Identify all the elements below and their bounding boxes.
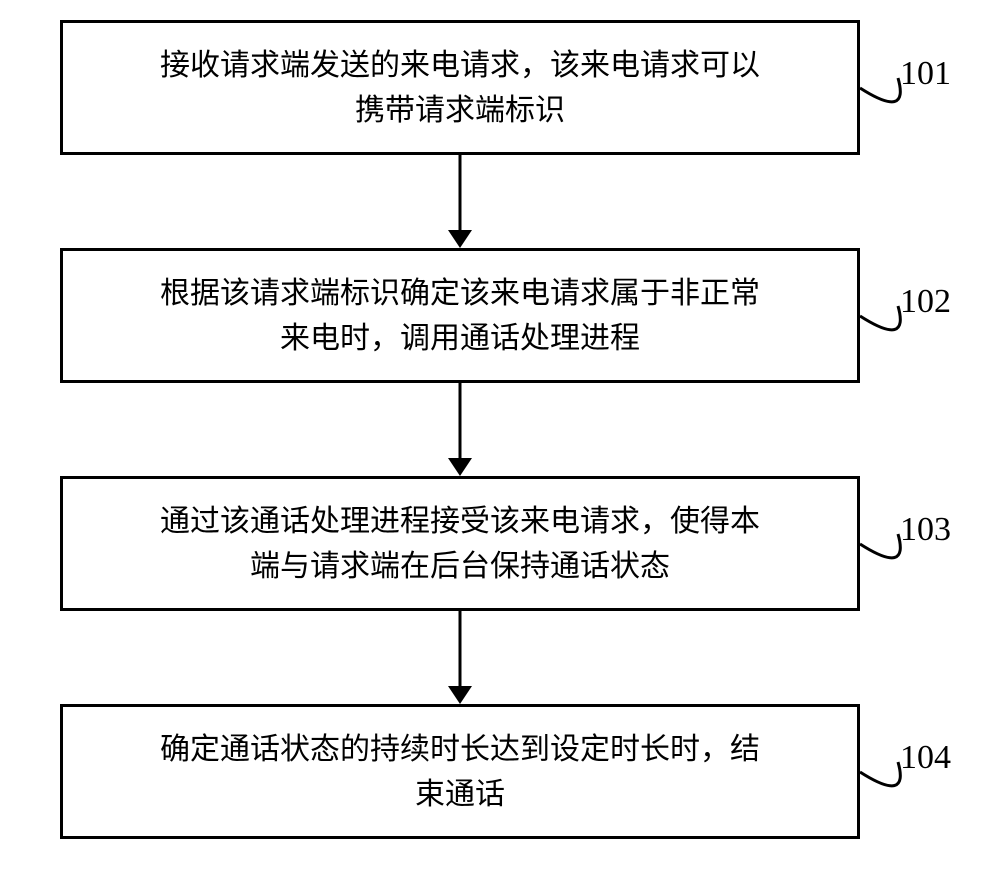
flow-label-1: 101 [900,55,951,93]
arrow-1 [445,155,475,248]
flowchart-container: 接收请求端发送的来电请求，该来电请求可以 携带请求端标识 101 根据该请求端标… [0,0,1000,886]
flow-step-2-line1: 根据该请求端标识确定该来电请求属于非正常 [160,277,760,310]
flow-step-1-text: 接收请求端发送的来电请求，该来电请求可以 携带请求端标识 [160,43,760,133]
flow-step-3-text: 通过该通话处理进程接受该来电请求，使得本 端与请求端在后台保持通话状态 [160,499,760,589]
flow-step-3-line2: 端与请求端在后台保持通话状态 [250,550,670,583]
flow-label-3: 103 [900,511,951,549]
flow-step-4-line1: 确定通话状态的持续时长达到设定时长时，结 [160,733,760,766]
flow-label-4: 104 [900,739,951,777]
arrow-3 [445,611,475,704]
flow-step-1-line2: 携带请求端标识 [355,94,565,127]
flow-step-1-line1: 接收请求端发送的来电请求，该来电请求可以 [160,49,760,82]
flow-label-2: 102 [900,283,951,321]
flow-step-1: 接收请求端发送的来电请求，该来电请求可以 携带请求端标识 [60,20,860,155]
flow-step-2-text: 根据该请求端标识确定该来电请求属于非正常 来电时，调用通话处理进程 [160,271,760,361]
flow-step-2-line2: 来电时，调用通话处理进程 [280,322,640,355]
flow-step-4: 确定通话状态的持续时长达到设定时长时，结 束通话 [60,704,860,839]
flow-step-4-text: 确定通话状态的持续时长达到设定时长时，结 束通话 [160,727,760,817]
flow-step-4-line2: 束通话 [415,778,505,811]
flow-step-2: 根据该请求端标识确定该来电请求属于非正常 来电时，调用通话处理进程 [60,248,860,383]
flow-step-3: 通过该通话处理进程接受该来电请求，使得本 端与请求端在后台保持通话状态 [60,476,860,611]
flow-step-3-line1: 通过该通话处理进程接受该来电请求，使得本 [160,505,760,538]
arrow-2 [445,383,475,476]
